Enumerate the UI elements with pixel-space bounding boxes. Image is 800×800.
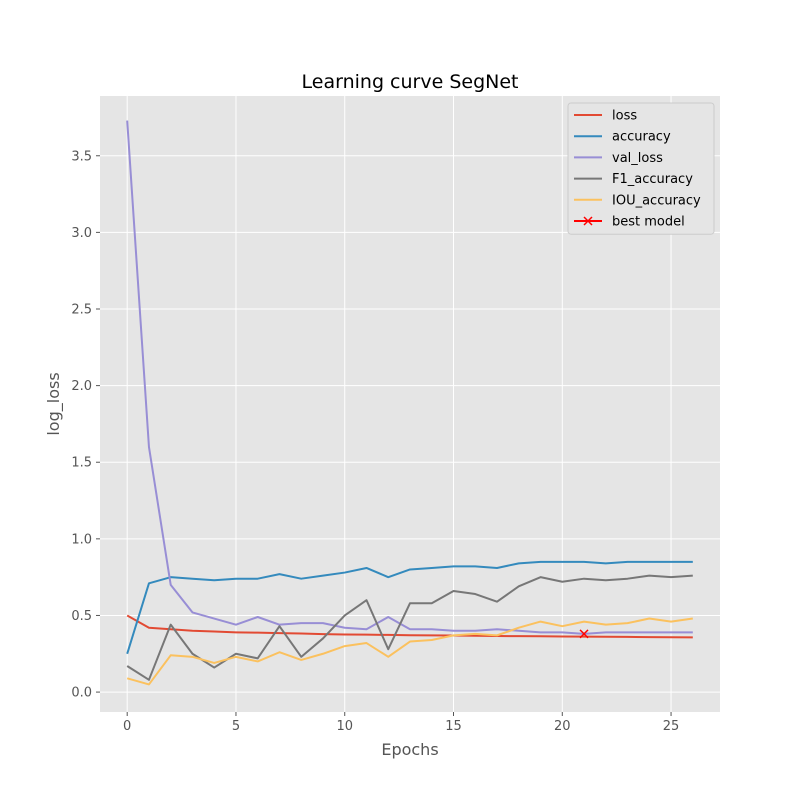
legend-label: best model bbox=[612, 215, 685, 230]
series-line-accuracy bbox=[126, 560, 693, 655]
marker-best-model bbox=[579, 629, 589, 639]
legend-label: accuracy bbox=[612, 130, 671, 145]
y-tick-label: 0.0 bbox=[71, 686, 92, 701]
x-axis-label: Epochs bbox=[381, 740, 438, 759]
y-tick-label: 3.5 bbox=[71, 149, 92, 164]
x-axis-ticks: 0 5 10 15 20 25 bbox=[123, 712, 679, 734]
legend-marker-icon bbox=[583, 216, 593, 226]
legend-item-iou-accuracy: IOU_accuracy bbox=[574, 193, 701, 208]
legend-label: loss bbox=[612, 109, 637, 124]
y-tick-label: 1.5 bbox=[71, 456, 92, 471]
series-line-f1-accuracy bbox=[126, 574, 693, 681]
y-tick-label: 0.5 bbox=[71, 609, 92, 624]
legend-box bbox=[567, 102, 715, 235]
x-tick-label: 20 bbox=[554, 719, 571, 734]
y-tick-label: 2.0 bbox=[71, 379, 92, 394]
series-lines bbox=[126, 120, 693, 686]
legend: loss accuracy val_loss F1_accuracy IOU_accur… bbox=[567, 102, 715, 235]
x-tick-label: 10 bbox=[336, 719, 353, 734]
series-line-loss bbox=[126, 614, 693, 639]
x-tick-label: 0 bbox=[123, 719, 131, 734]
y-axis-ticks: 0.0 0.5 1.0 1.5 2.0 2.5 3.0 3.5 bbox=[71, 149, 100, 701]
legend-item-best-model: best model bbox=[574, 215, 685, 230]
y-tick-label: 1.0 bbox=[71, 532, 92, 547]
y-axis-label: log_loss bbox=[44, 372, 64, 435]
y-tick-label: 3.0 bbox=[71, 226, 92, 241]
legend-label: F1_accuracy bbox=[612, 172, 693, 187]
legend-item-val-loss: val_loss bbox=[574, 151, 663, 166]
x-tick-label: 25 bbox=[663, 719, 680, 734]
series-line-iou-accuracy bbox=[126, 617, 693, 686]
y-tick-label: 2.5 bbox=[71, 302, 92, 317]
legend-label: val_loss bbox=[612, 151, 663, 166]
legend-item-loss: loss bbox=[574, 109, 637, 124]
chart-title: Learning curve SegNet bbox=[302, 71, 519, 93]
x-tick-label: 15 bbox=[445, 719, 462, 734]
x-tick-label: 5 bbox=[232, 719, 240, 734]
legend-item-accuracy: accuracy bbox=[574, 130, 671, 145]
legend-item-f1-accuracy: F1_accuracy bbox=[574, 172, 693, 187]
legend-label: IOU_accuracy bbox=[612, 193, 701, 208]
series-line-val-loss bbox=[126, 120, 693, 635]
markers bbox=[579, 629, 589, 639]
